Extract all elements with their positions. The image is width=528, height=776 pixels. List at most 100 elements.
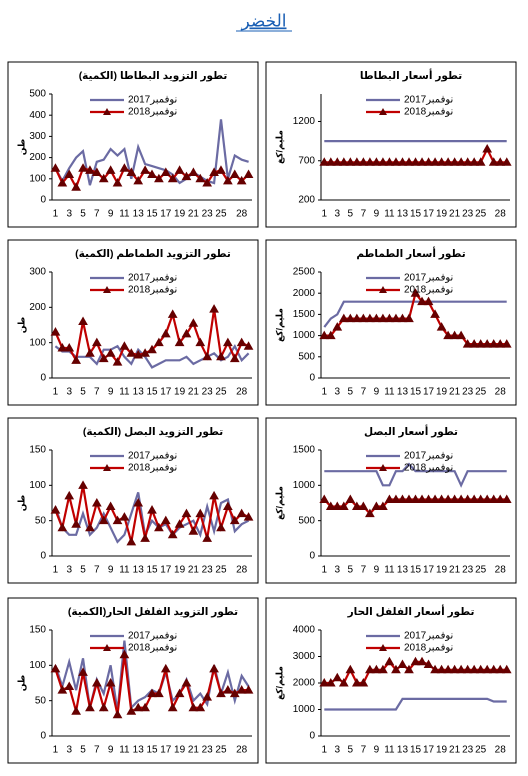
x-tick-label: 25	[475, 387, 487, 398]
x-tick-label: 5	[348, 209, 354, 220]
point-marker	[443, 330, 453, 340]
point-marker	[501, 157, 512, 166]
point-marker	[391, 313, 401, 323]
point-marker	[351, 157, 362, 166]
point-marker	[188, 702, 199, 712]
y-axis-label: طن	[16, 317, 27, 334]
x-tick-label: 28	[236, 745, 248, 756]
series-line	[324, 697, 507, 711]
x-tick-label: 13	[133, 209, 145, 220]
panel	[7, 417, 259, 584]
point-marker	[378, 157, 388, 166]
point-marker	[358, 313, 369, 323]
point-marker	[195, 508, 206, 518]
x-tick-label: 28	[495, 745, 507, 756]
y-tick-label: 2000	[293, 288, 316, 299]
point-marker	[71, 355, 81, 364]
x-tick-label: 25	[215, 565, 227, 576]
point-marker	[338, 501, 349, 511]
point-marker	[216, 688, 226, 698]
legend-label: نوفمبر2017	[128, 451, 177, 462]
y-tick-label: 500	[298, 515, 315, 526]
series-line	[54, 343, 250, 369]
point-marker	[325, 501, 336, 511]
x-tick-label: 19	[436, 565, 448, 576]
point-marker	[85, 702, 95, 712]
point-marker	[154, 688, 164, 698]
legend-marker	[379, 108, 387, 115]
x-tick-label: 19	[174, 209, 186, 220]
x-tick-label: 21	[449, 387, 461, 398]
x-tick-label: 13	[397, 565, 409, 576]
y-tick-label: 0	[40, 195, 46, 206]
point-marker	[501, 339, 512, 348]
point-marker	[119, 649, 130, 659]
point-marker	[216, 165, 226, 174]
y-tick-label: 200	[29, 302, 46, 313]
point-marker	[50, 327, 61, 336]
x-tick-label: 19	[174, 387, 186, 398]
chart-title: تطور أسعار البطاطا	[360, 68, 462, 82]
point-marker	[236, 508, 247, 518]
point-marker	[119, 512, 130, 521]
y-tick-label: 500	[298, 351, 315, 362]
x-tick-label: 19	[436, 745, 448, 756]
point-marker	[443, 664, 453, 674]
legend-marker	[379, 286, 387, 293]
x-tick-label: 13	[133, 387, 145, 398]
point-marker	[119, 341, 130, 350]
point-marker	[365, 664, 375, 674]
panel	[265, 239, 517, 406]
x-tick-label: 23	[462, 565, 474, 576]
x-tick-label: 13	[397, 387, 409, 398]
point-marker	[78, 480, 88, 489]
point-marker	[443, 157, 453, 166]
point-marker	[229, 515, 240, 525]
y-tick-label: 1200	[293, 116, 316, 127]
point-marker	[112, 357, 123, 366]
point-marker	[332, 501, 343, 511]
point-marker	[371, 157, 382, 166]
point-marker	[423, 659, 434, 668]
x-tick-label: 19	[174, 745, 186, 756]
y-tick-label: 300	[29, 267, 46, 278]
x-tick-label: 3	[66, 387, 72, 398]
point-marker	[133, 702, 144, 712]
x-tick-label: 3	[335, 745, 341, 756]
x-tick-label: 11	[119, 745, 130, 756]
point-marker	[85, 165, 95, 174]
x-tick-label: 28	[236, 387, 248, 398]
point-marker	[456, 330, 466, 340]
x-tick-label: 19	[436, 209, 448, 220]
x-tick-label: 9	[374, 209, 380, 220]
point-marker	[325, 677, 336, 687]
y-tick-label: 150	[29, 625, 46, 636]
x-tick-label: 7	[361, 745, 367, 756]
point-marker	[236, 337, 247, 347]
x-tick-label: 1	[321, 209, 327, 220]
x-tick-label: 17	[423, 387, 435, 398]
point-marker	[495, 339, 506, 348]
point-marker	[501, 494, 512, 503]
point-marker	[469, 664, 480, 674]
point-marker	[378, 664, 388, 674]
x-tick-label: 17	[423, 745, 435, 756]
x-tick-label: 1	[321, 565, 327, 576]
point-marker	[319, 494, 330, 503]
y-tick-label: 0	[40, 731, 46, 742]
point-marker	[216, 351, 226, 361]
point-marker	[181, 508, 192, 518]
point-marker	[417, 656, 427, 666]
point-marker	[469, 157, 480, 166]
point-marker	[417, 157, 427, 166]
y-tick-label: 4000	[293, 625, 316, 636]
point-marker	[319, 677, 330, 687]
point-marker	[488, 664, 499, 674]
point-marker	[358, 677, 369, 687]
point-marker	[404, 157, 414, 166]
point-marker	[378, 313, 388, 323]
x-tick-label: 11	[384, 209, 395, 220]
point-marker	[243, 169, 254, 179]
x-tick-label: 23	[202, 745, 214, 756]
x-tick-label: 5	[348, 387, 354, 398]
